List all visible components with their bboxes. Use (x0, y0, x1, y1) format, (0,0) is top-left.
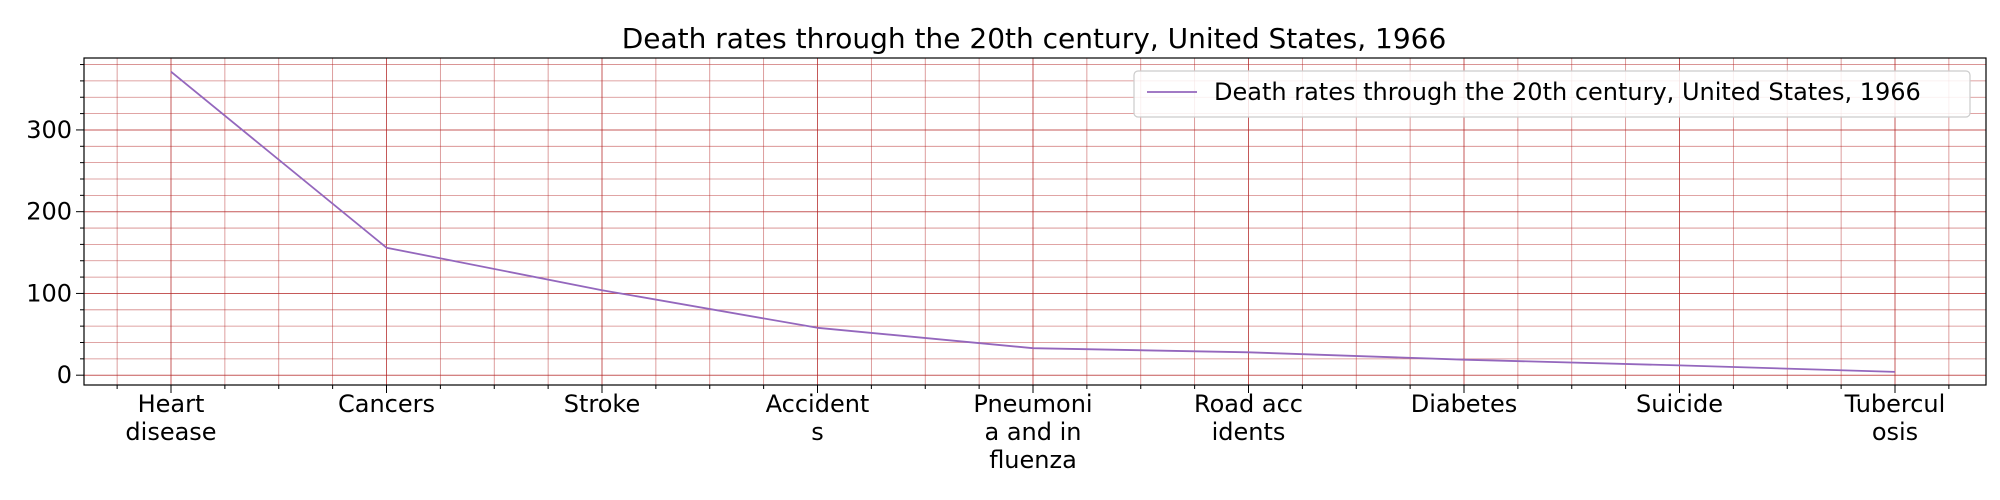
y-tick-label: 0 (57, 361, 72, 389)
tick-labels: 0 100 200 300 Heart disease Cancers Stroke Accid… (26, 116, 1945, 474)
axis-ticks (76, 64, 1950, 393)
series-line (170, 71, 1896, 373)
x-tick-label: Tubercul osis (1844, 390, 1946, 446)
series-layer (170, 71, 1896, 373)
x-tick-label: Accident s (766, 390, 870, 446)
y-tick-label: 300 (26, 116, 72, 144)
x-tick-label: Cancers (338, 390, 435, 418)
x-tick-label: Pneumoni a and in fluenza (973, 390, 1092, 474)
grid (84, 58, 1986, 385)
plot-frame (83, 57, 1987, 386)
x-tick-label: Road acc idents (1194, 390, 1303, 446)
legend-label: Death rates through the 20th century, Un… (1214, 78, 1921, 106)
x-tick-label: Diabetes (1411, 390, 1518, 418)
x-tick-label: Suicide (1636, 390, 1723, 418)
chart-title: Death rates through the 20th century, Un… (622, 22, 1447, 55)
legend: Death rates through the 20th century, Un… (1133, 70, 1971, 118)
x-tick-label: Heart disease (125, 390, 216, 446)
y-tick-label: 200 (26, 198, 72, 226)
legend-box (1133, 70, 1971, 118)
x-tick-label: Stroke (564, 390, 640, 418)
y-tick-label: 100 (26, 279, 72, 307)
